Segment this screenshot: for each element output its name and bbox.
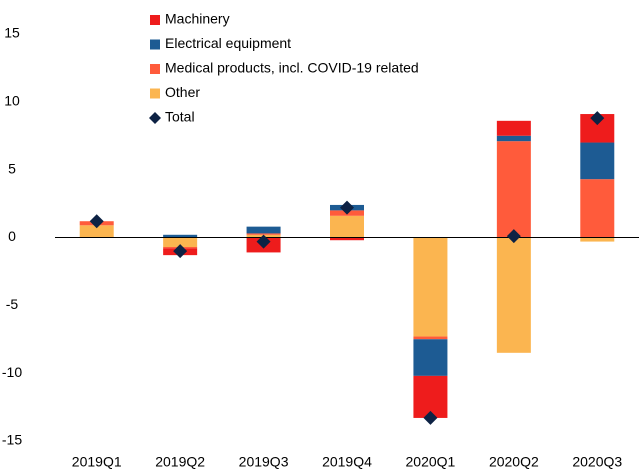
legend-label: Total xyxy=(165,109,195,125)
bar-segment xyxy=(163,237,198,247)
bar-segment xyxy=(413,237,448,337)
bar-segment xyxy=(580,237,615,242)
bar-segment xyxy=(496,120,531,136)
bar-segment xyxy=(580,179,615,238)
legend-label: Other xyxy=(165,84,200,100)
y-tick-label: 10 xyxy=(4,93,20,109)
bar-segment xyxy=(496,141,531,238)
total-marker xyxy=(423,410,438,425)
y-tick-label: -15 xyxy=(2,432,22,448)
legend-label: Machinery xyxy=(165,11,230,27)
bar-segment xyxy=(246,226,281,234)
bar-segment xyxy=(79,225,114,238)
x-tick-label: 2020Q1 xyxy=(406,454,456,470)
y-tick-label: -10 xyxy=(2,364,22,380)
x-tick-label: 2020Q3 xyxy=(572,454,622,470)
bar-segment xyxy=(413,339,448,376)
legend-label: Electrical equipment xyxy=(165,35,291,51)
legend-swatch xyxy=(150,64,160,74)
legend-swatch xyxy=(150,39,160,50)
legend-marker xyxy=(149,112,161,124)
legend-swatch xyxy=(150,15,160,25)
bar-segment xyxy=(496,237,531,353)
x-tick-label: 2020Q2 xyxy=(489,454,539,470)
y-tick-label: 0 xyxy=(8,228,16,244)
x-tick-label: 2019Q1 xyxy=(72,454,122,470)
legend-swatch xyxy=(150,88,160,99)
total-marker xyxy=(89,214,104,229)
x-tick-label: 2019Q2 xyxy=(155,454,205,470)
y-tick-label: 5 xyxy=(8,160,16,176)
bar-segment xyxy=(246,233,281,235)
x-tick-label: 2019Q4 xyxy=(322,454,372,470)
bar-segment xyxy=(163,234,198,238)
legend-label: Medical products, incl. COVID-19 related xyxy=(165,60,419,76)
bar-segment xyxy=(580,142,615,180)
total-marker xyxy=(506,229,521,244)
total-marker xyxy=(590,111,605,126)
bar-segment xyxy=(413,375,448,418)
x-tick-label: 2019Q3 xyxy=(239,454,289,470)
bar-segment xyxy=(330,215,364,238)
y-tick-label: 15 xyxy=(4,25,20,41)
y-tick-label: -5 xyxy=(6,296,19,312)
total-marker xyxy=(173,244,188,259)
bar-segment xyxy=(330,237,364,241)
bar-segment xyxy=(413,336,448,340)
bar-segment xyxy=(496,135,531,142)
total-marker xyxy=(256,234,271,249)
total-marker xyxy=(340,200,354,215)
